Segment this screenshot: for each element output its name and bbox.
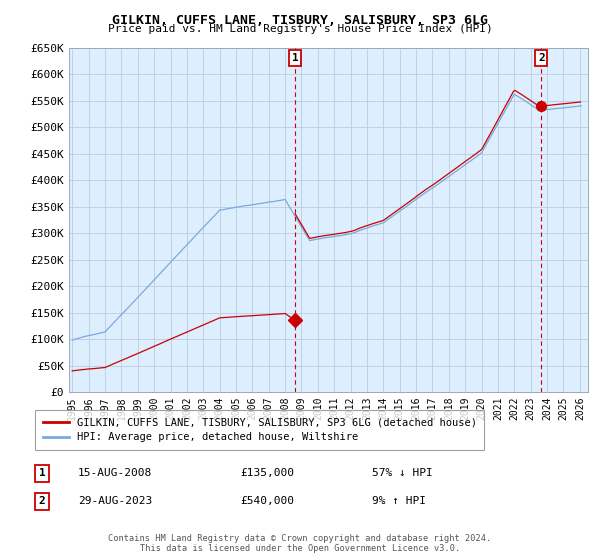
Text: 9% ↑ HPI: 9% ↑ HPI [372, 496, 426, 506]
Text: 2: 2 [538, 53, 545, 63]
Text: GILKIN, CUFFS LANE, TISBURY, SALISBURY, SP3 6LG: GILKIN, CUFFS LANE, TISBURY, SALISBURY, … [112, 14, 488, 27]
Text: £540,000: £540,000 [240, 496, 294, 506]
Text: 15-AUG-2008: 15-AUG-2008 [78, 468, 152, 478]
Text: £135,000: £135,000 [240, 468, 294, 478]
Text: Price paid vs. HM Land Registry's House Price Index (HPI): Price paid vs. HM Land Registry's House … [107, 24, 493, 34]
Text: 1: 1 [292, 53, 299, 63]
Text: 1: 1 [38, 468, 46, 478]
Text: 57% ↓ HPI: 57% ↓ HPI [372, 468, 433, 478]
Text: Contains HM Land Registry data © Crown copyright and database right 2024.
This d: Contains HM Land Registry data © Crown c… [109, 534, 491, 553]
Legend: GILKIN, CUFFS LANE, TISBURY, SALISBURY, SP3 6LG (detached house), HPI: Average p: GILKIN, CUFFS LANE, TISBURY, SALISBURY, … [35, 410, 484, 450]
Text: 2: 2 [38, 496, 46, 506]
Text: 29-AUG-2023: 29-AUG-2023 [78, 496, 152, 506]
